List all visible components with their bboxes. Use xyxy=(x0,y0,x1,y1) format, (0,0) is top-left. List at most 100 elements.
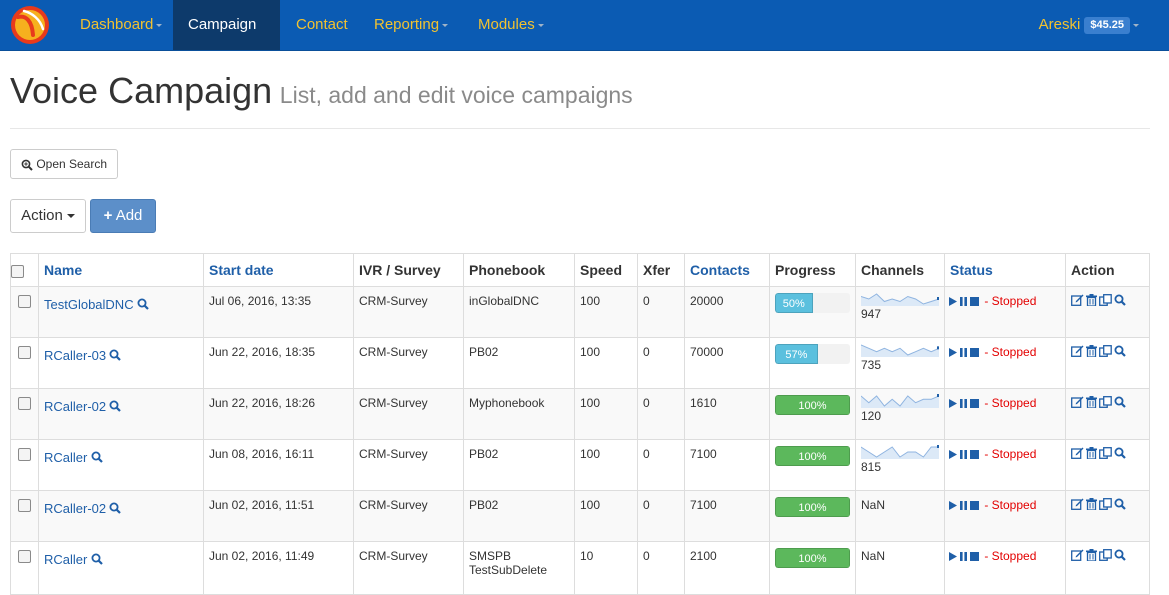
campaign-name-link[interactable]: RCaller xyxy=(44,450,88,465)
pause-icon[interactable] xyxy=(959,346,968,360)
copy-icon[interactable] xyxy=(1099,396,1112,411)
name-cell: RCaller-02 xyxy=(38,388,204,440)
stop-icon[interactable] xyxy=(970,397,979,411)
progress-bar-fill: 57% xyxy=(775,344,818,364)
balance-badge: $45.25 xyxy=(1084,17,1130,34)
select-all-checkbox[interactable] xyxy=(11,264,24,278)
play-icon[interactable] xyxy=(948,346,957,360)
col-name[interactable]: Name xyxy=(38,253,204,287)
channels-value: 815 xyxy=(861,460,882,474)
search-icon[interactable] xyxy=(1114,549,1126,564)
nav-modules[interactable]: Modules xyxy=(469,0,553,50)
trash-icon[interactable] xyxy=(1086,447,1097,462)
search-icon[interactable] xyxy=(137,298,149,313)
pause-icon[interactable] xyxy=(959,499,968,513)
nav-contact[interactable]: Contact xyxy=(287,0,357,50)
play-icon[interactable] xyxy=(948,397,957,411)
search-icon[interactable] xyxy=(91,451,103,466)
search-icon[interactable] xyxy=(1114,396,1126,411)
row-checkbox[interactable] xyxy=(18,550,31,563)
speed-cell: 100 xyxy=(574,439,638,491)
phonebook-value: inGlobalDNC xyxy=(469,294,540,308)
play-icon[interactable] xyxy=(948,550,957,564)
copy-icon[interactable] xyxy=(1099,294,1112,309)
ivr-cell: CRM-Survey xyxy=(353,286,464,338)
pause-icon[interactable] xyxy=(959,397,968,411)
search-icon[interactable] xyxy=(1114,447,1126,462)
user-menu[interactable]: Areski $45.25 xyxy=(1039,0,1139,50)
table-row: RCaller-02 Jun 22, 2016, 18:26 CRM-Survey… xyxy=(10,388,1150,440)
campaign-name-link[interactable]: TestGlobalDNC xyxy=(44,297,134,312)
channels-value: NaN xyxy=(861,498,886,512)
stop-icon[interactable] xyxy=(970,448,979,462)
search-icon[interactable] xyxy=(109,502,122,517)
stop-icon[interactable] xyxy=(970,346,979,360)
play-icon[interactable] xyxy=(948,499,957,513)
app-logo-icon[interactable] xyxy=(10,5,50,45)
table-row: RCaller-02 Jun 02, 2016, 11:51 CRM-Survey… xyxy=(10,490,1150,542)
pause-icon[interactable] xyxy=(959,448,968,462)
trash-icon[interactable] xyxy=(1086,549,1097,564)
actions-cell xyxy=(1065,439,1150,491)
play-icon[interactable] xyxy=(948,295,957,309)
table-header-row: Name Start date IVR / Survey Phonebook S… xyxy=(10,253,1150,287)
speed-cell: 100 xyxy=(574,388,638,440)
status-text: Stopped xyxy=(991,549,1037,563)
col-status[interactable]: Status xyxy=(944,253,1066,287)
search-icon[interactable] xyxy=(1114,498,1126,513)
edit-icon[interactable] xyxy=(1071,294,1084,309)
edit-icon[interactable] xyxy=(1071,396,1084,411)
nav-campaign[interactable]: Campaign xyxy=(173,0,280,50)
search-icon[interactable] xyxy=(109,400,122,415)
row-checkbox[interactable] xyxy=(18,448,31,461)
col-action: Action xyxy=(1065,253,1150,287)
campaign-name-link[interactable]: RCaller-02 xyxy=(44,501,107,516)
campaign-name-link[interactable]: RCaller-02 xyxy=(44,399,107,414)
stop-icon[interactable] xyxy=(970,499,979,513)
nav-dashboard[interactable]: Dashboard xyxy=(71,0,171,50)
pause-icon[interactable] xyxy=(959,295,968,309)
status-separator: - xyxy=(981,294,992,308)
col-progress: Progress xyxy=(769,253,856,287)
copy-icon[interactable] xyxy=(1099,447,1112,462)
row-checkbox[interactable] xyxy=(18,295,31,308)
copy-icon[interactable] xyxy=(1099,549,1112,564)
trash-icon[interactable] xyxy=(1086,294,1097,309)
search-icon[interactable] xyxy=(109,349,122,364)
trash-icon[interactable] xyxy=(1086,396,1097,411)
add-campaign-button[interactable]: + Add xyxy=(90,199,156,233)
col-contacts[interactable]: Contacts xyxy=(684,253,770,287)
progress-bar-track: 100% xyxy=(775,497,850,517)
copy-icon[interactable] xyxy=(1099,345,1112,360)
row-checkbox[interactable] xyxy=(18,499,31,512)
campaign-name-link[interactable]: RCaller xyxy=(44,552,88,567)
search-icon[interactable] xyxy=(1114,294,1126,309)
copy-icon[interactable] xyxy=(1099,498,1112,513)
trash-icon[interactable] xyxy=(1086,345,1097,360)
trash-icon[interactable] xyxy=(1086,498,1097,513)
actions-cell xyxy=(1065,388,1150,440)
edit-icon[interactable] xyxy=(1071,549,1084,564)
search-icon[interactable] xyxy=(91,553,103,568)
edit-icon[interactable] xyxy=(1071,345,1084,360)
row-checkbox[interactable] xyxy=(18,346,31,359)
edit-icon[interactable] xyxy=(1071,498,1084,513)
status-separator: - xyxy=(981,498,992,512)
stop-icon[interactable] xyxy=(970,295,979,309)
open-search-button[interactable]: Open Search xyxy=(10,149,118,179)
edit-icon[interactable] xyxy=(1071,447,1084,462)
search-icon[interactable] xyxy=(1114,345,1126,360)
status-separator: - xyxy=(981,396,992,410)
nav-reporting[interactable]: Reporting xyxy=(365,0,457,50)
col-start-date[interactable]: Start date xyxy=(203,253,354,287)
nav-dashboard-label: Dashboard xyxy=(80,16,154,33)
play-icon[interactable] xyxy=(948,448,957,462)
phonebook-cell: PB02 xyxy=(463,337,575,389)
action-dropdown-button[interactable]: Action xyxy=(10,199,86,233)
stop-icon[interactable] xyxy=(970,550,979,564)
row-checkbox[interactable] xyxy=(18,397,31,410)
xfer-cell: 0 xyxy=(637,286,685,338)
campaign-name-link[interactable]: RCaller-03 xyxy=(44,348,107,363)
channels-value: NaN xyxy=(861,549,886,563)
pause-icon[interactable] xyxy=(959,550,968,564)
